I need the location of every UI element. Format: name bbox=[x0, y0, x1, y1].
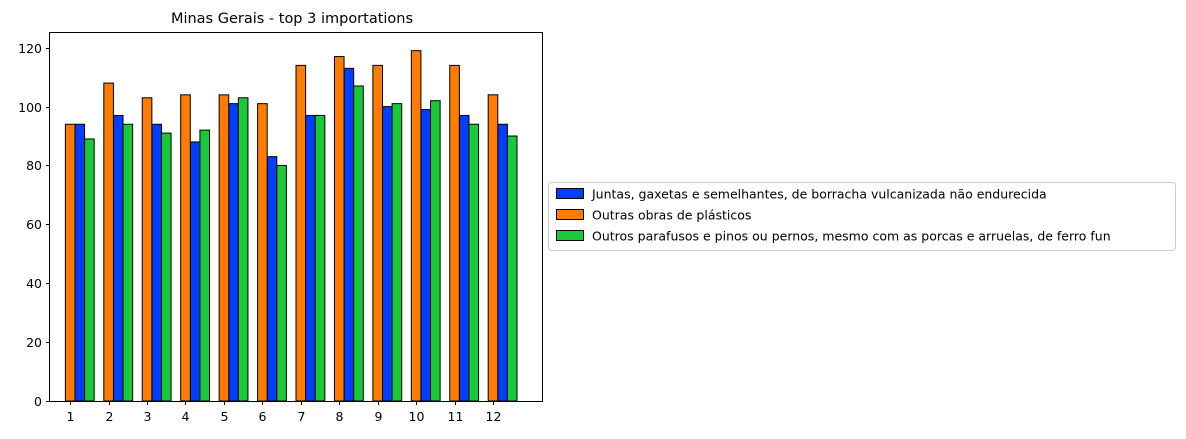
legend-swatch-3 bbox=[556, 230, 584, 241]
bar-series-1-month-10 bbox=[420, 109, 432, 402]
bar-series-3-month-10 bbox=[430, 100, 441, 402]
x-tick-label: 11 bbox=[448, 409, 464, 424]
bar-series-3-month-5 bbox=[237, 97, 249, 402]
y-tick-label: 80 bbox=[26, 158, 42, 173]
bar-series-2-month-8 bbox=[333, 56, 345, 402]
bar-series-2-month-11 bbox=[449, 64, 460, 402]
bar-series-1-month-8 bbox=[343, 67, 355, 402]
bar-series-2-month-3 bbox=[141, 97, 153, 402]
bar-series-3-month-9 bbox=[391, 103, 403, 402]
bar-series-3-month-6 bbox=[276, 164, 287, 402]
y-tick-label: 40 bbox=[26, 276, 42, 291]
x-tick-label: 4 bbox=[182, 409, 190, 424]
bar-series-1-month-2 bbox=[112, 114, 124, 402]
bar-series-1-month-3 bbox=[151, 123, 162, 402]
bar-series-1-month-5 bbox=[228, 103, 239, 402]
legend-frame bbox=[548, 182, 1176, 251]
bar-series-1-month-1 bbox=[74, 123, 86, 402]
chart-title: Minas Gerais - top 3 importations bbox=[171, 11, 413, 27]
y-tick-label: 20 bbox=[26, 335, 42, 350]
bar-series-1-month-4 bbox=[189, 141, 201, 402]
x-tick-label: 9 bbox=[375, 409, 383, 424]
bar-series-1-month-7 bbox=[305, 114, 316, 402]
bar-series-3-month-4 bbox=[199, 129, 211, 402]
x-tick-label: 3 bbox=[144, 409, 152, 424]
bar-series-3-month-8 bbox=[353, 85, 364, 402]
y-tick-label: 0 bbox=[34, 394, 42, 409]
x-tick-label: 12 bbox=[486, 409, 502, 424]
x-tick-label: 5 bbox=[221, 409, 229, 424]
x-tick-label: 8 bbox=[336, 409, 344, 424]
y-axis: 0 20 40 60 80 100 120 bbox=[18, 41, 50, 409]
bar-series-2-month-12 bbox=[487, 94, 499, 402]
bar-series-1-month-6 bbox=[266, 156, 278, 402]
y-tick-label: 60 bbox=[26, 217, 42, 232]
x-tick-label: 1 bbox=[67, 409, 75, 424]
bar-series-1-month-12 bbox=[497, 123, 508, 402]
bar-series-2-month-9 bbox=[372, 64, 383, 402]
x-tick-label: 2 bbox=[106, 409, 114, 424]
bar-series-1-month-9 bbox=[381, 106, 393, 402]
y-tick-label: 120 bbox=[18, 41, 42, 56]
legend-label-2: Outras obras de plásticos bbox=[592, 208, 751, 223]
bar-series-2-month-7 bbox=[295, 64, 307, 402]
bar-series-2-month-4 bbox=[180, 94, 191, 402]
legend-label-3: Outros parafusos e pinos ou pernos, mesm… bbox=[592, 229, 1111, 244]
bars-group bbox=[64, 50, 518, 402]
bar-series-2-month-5 bbox=[218, 94, 230, 402]
legend: Juntas, gaxetas e semelhantes, de borrac… bbox=[548, 182, 1176, 251]
x-axis: 1 2 3 4 5 6 7 8 9 10 11 12 bbox=[67, 401, 502, 424]
bar-series-3-month-11 bbox=[468, 123, 480, 402]
legend-swatch-1 bbox=[556, 188, 584, 199]
bar-series-2-month-10 bbox=[410, 50, 422, 402]
x-tick-label: 10 bbox=[409, 409, 425, 424]
plot-frame bbox=[49, 32, 543, 402]
legend-label-1: Juntas, gaxetas e semelhantes, de borrac… bbox=[591, 187, 1047, 202]
bar-series-2-month-6 bbox=[257, 103, 268, 402]
bar-series-2-month-1 bbox=[64, 123, 76, 402]
bar-series-3-month-12 bbox=[506, 135, 518, 402]
bar-series-3-month-1 bbox=[84, 138, 95, 402]
legend-swatch-2 bbox=[556, 209, 584, 220]
bar-series-2-month-2 bbox=[103, 82, 114, 402]
bar-series-3-month-3 bbox=[160, 132, 172, 402]
bar-series-3-month-7 bbox=[314, 114, 326, 402]
x-tick-label: 7 bbox=[298, 409, 306, 424]
bar-series-1-month-11 bbox=[458, 114, 470, 402]
y-tick-label: 100 bbox=[18, 100, 42, 115]
bar-series-3-month-2 bbox=[122, 123, 134, 402]
x-tick-label: 6 bbox=[259, 409, 267, 424]
